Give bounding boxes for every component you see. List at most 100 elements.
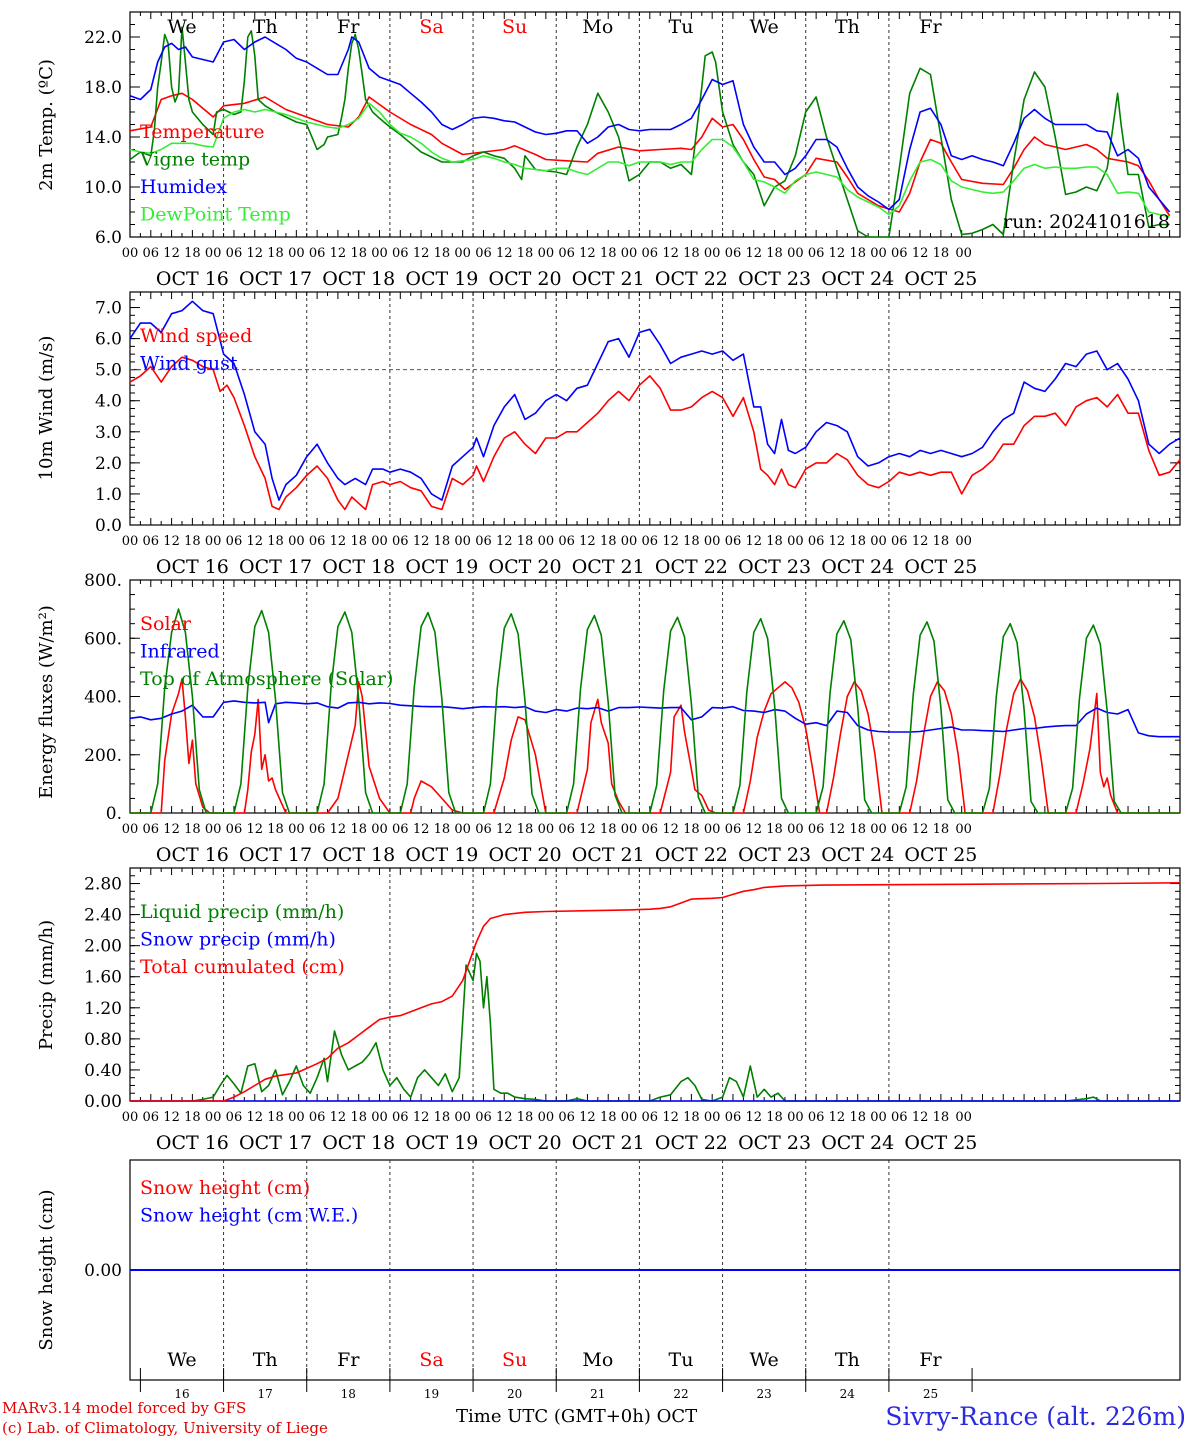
hour-label: 06 — [143, 534, 160, 549]
clip-cover — [131, 238, 1179, 250]
hour-label: 12 — [496, 246, 513, 261]
day-label: OCT 24 — [821, 268, 894, 290]
hour-label: 18 — [350, 822, 367, 837]
hour-label: 12 — [496, 822, 513, 837]
y-tick-label: 1.20 — [84, 999, 122, 1019]
hour-label: 00 — [538, 822, 555, 837]
hour-label: 18 — [517, 246, 534, 261]
day-label: OCT 25 — [904, 844, 977, 866]
weekday-label: Fr — [919, 1349, 942, 1371]
hour-label: 06 — [725, 1110, 742, 1125]
day-number-label: 20 — [507, 1387, 522, 1401]
hour-label: 00 — [454, 534, 471, 549]
hour-label: 06 — [891, 246, 908, 261]
hour-label: 00 — [621, 246, 638, 261]
hour-label: 18 — [350, 1110, 367, 1125]
weekday-label: We — [167, 1349, 196, 1371]
hour-label: 00 — [122, 534, 139, 549]
y-axis-label: Energy fluxes (W/m²) — [36, 605, 57, 799]
hour-label: 06 — [642, 534, 659, 549]
hour-label: 18 — [267, 534, 284, 549]
hour-label: 00 — [621, 822, 638, 837]
legend-entry: Wind gust — [140, 353, 238, 375]
hour-label: 00 — [122, 1110, 139, 1125]
day-label: OCT 21 — [572, 268, 645, 290]
hour-label: 12 — [745, 246, 762, 261]
hour-label: 06 — [891, 534, 908, 549]
hour-label: 18 — [434, 1110, 451, 1125]
hour-label: 00 — [621, 1110, 638, 1125]
y-tick-label: 2.40 — [84, 906, 122, 926]
series-line — [129, 102, 1170, 218]
hour-label: 06 — [642, 1110, 659, 1125]
day-number-label: 23 — [757, 1387, 772, 1401]
hour-label: 12 — [579, 1110, 596, 1125]
hour-label: 18 — [683, 822, 700, 837]
hour-label: 18 — [766, 246, 783, 261]
hour-label: 06 — [392, 1110, 409, 1125]
y-tick-label: 0.80 — [84, 1030, 122, 1050]
day-label: OCT 24 — [821, 844, 894, 866]
hour-label: 00 — [288, 1110, 305, 1125]
day-label: OCT 16 — [156, 268, 229, 290]
hour-label: 00 — [122, 822, 139, 837]
hour-label: 18 — [600, 1110, 617, 1125]
station-name: Sivry-Rance (alt. 226m) — [885, 1402, 1186, 1431]
day-label: OCT 23 — [738, 1132, 811, 1154]
hour-label: 18 — [184, 1110, 201, 1125]
y-tick-label: 0.40 — [84, 1061, 122, 1081]
hour-label: 06 — [143, 246, 160, 261]
hour-label: 06 — [226, 1110, 243, 1125]
hour-label: 12 — [330, 1110, 347, 1125]
day-label: OCT 19 — [405, 268, 478, 290]
model-credit: MARv3.14 model forced by GFS — [2, 1399, 247, 1417]
hour-label: 06 — [725, 822, 742, 837]
hour-label: 00 — [870, 534, 887, 549]
legend-entry: Liquid precip (mm/h) — [140, 901, 344, 923]
y-tick-label: 6.0 — [95, 330, 122, 350]
hour-label: 12 — [579, 534, 596, 549]
y-tick-label: 800. — [84, 571, 122, 591]
y-tick-label: 0.00 — [84, 1092, 122, 1112]
y-tick-label: 0.0 — [95, 516, 122, 536]
day-label: OCT 24 — [821, 556, 894, 578]
weekday-label: Th — [253, 16, 278, 38]
lab-credit: (c) Lab. of Climatology, University of L… — [2, 1419, 328, 1437]
hour-label: 06 — [891, 1110, 908, 1125]
day-label: OCT 20 — [489, 556, 562, 578]
hour-label: 00 — [870, 822, 887, 837]
hour-label: 18 — [350, 534, 367, 549]
day-label: OCT 25 — [904, 556, 977, 578]
hour-label: 18 — [849, 246, 866, 261]
hour-label: 00 — [454, 822, 471, 837]
hour-label: 18 — [683, 534, 700, 549]
hour-label: 18 — [517, 534, 534, 549]
hour-label: 18 — [933, 1110, 950, 1125]
hour-label: 12 — [496, 534, 513, 549]
hour-label: 06 — [226, 822, 243, 837]
hour-label: 18 — [849, 534, 866, 549]
hour-label: 06 — [808, 246, 825, 261]
day-number-label: 22 — [673, 1387, 688, 1401]
hour-label: 06 — [642, 246, 659, 261]
legend-entry: Temperature — [140, 121, 264, 143]
hour-label: 00 — [621, 534, 638, 549]
weekday-label: We — [750, 1349, 779, 1371]
hour-label: 18 — [350, 246, 367, 261]
hour-label: 00 — [787, 246, 804, 261]
y-tick-label: 0.00 — [84, 1261, 122, 1281]
hour-label: 00 — [955, 1110, 972, 1125]
hour-label: 12 — [912, 822, 929, 837]
hour-label: 00 — [454, 1110, 471, 1125]
y-tick-label: 22.0 — [84, 28, 122, 48]
legend-entry: Snow precip (mm/h) — [140, 929, 336, 951]
hour-label: 06 — [891, 822, 908, 837]
day-label: OCT 25 — [904, 1132, 977, 1154]
y-tick-label: 7.0 — [95, 299, 122, 319]
day-number-label: 21 — [590, 1387, 605, 1401]
series-line — [129, 300, 1181, 501]
hour-label: 12 — [246, 1110, 263, 1125]
hour-label: 18 — [267, 246, 284, 261]
weekday-label: Tu — [669, 16, 694, 38]
